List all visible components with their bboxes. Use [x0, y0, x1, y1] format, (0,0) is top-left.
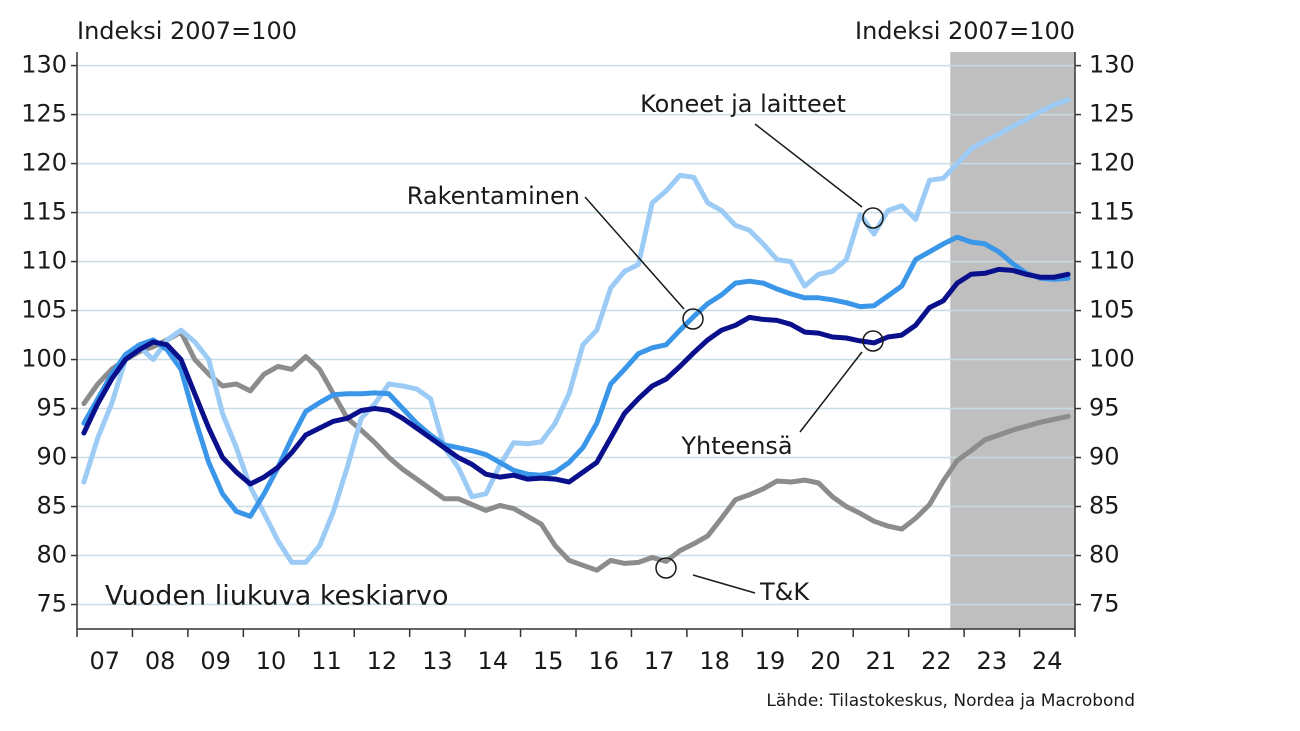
source: Lähde: Tilastokeskus, Nordea ja Macrobon… — [766, 691, 1135, 711]
y-tick-label: 125 — [21, 100, 67, 128]
x-tick-label: 12 — [367, 647, 398, 675]
x-tick-label: 24 — [1032, 647, 1063, 675]
series-label: Rakentaminen — [407, 182, 580, 210]
y2-tick-label: 80 — [1089, 541, 1120, 569]
highlight-circle — [682, 308, 704, 330]
y-tick-label: 85 — [36, 492, 67, 520]
y-tick-label: 75 — [36, 590, 67, 618]
x-tick-label: 16 — [588, 647, 619, 675]
x-tick-label: 15 — [533, 647, 564, 675]
y2-tick-label: 100 — [1089, 345, 1135, 373]
x-tick-label: 11 — [311, 647, 342, 675]
y-axis-label: Indeksi 2007=100 — [77, 17, 297, 45]
series-line — [81, 266, 1071, 487]
series-line — [81, 97, 1071, 565]
highlight-circle — [862, 330, 884, 352]
series-line — [81, 234, 1071, 519]
x-tick-label: 22 — [921, 647, 952, 675]
leader-line — [799, 351, 863, 433]
leader-line — [754, 123, 863, 208]
series-line — [81, 329, 1071, 573]
y2-tick-label: 105 — [1089, 296, 1135, 324]
x-tick-label: 10 — [256, 647, 287, 675]
y-tick-label: 110 — [21, 247, 67, 275]
y2-tick-label: 75 — [1089, 590, 1120, 618]
x-tick-label: 21 — [866, 647, 897, 675]
y2-tick-label: 125 — [1089, 100, 1135, 128]
y2-tick-label: 130 — [1089, 51, 1135, 79]
note: Vuoden liukuva keskiarvo — [105, 581, 449, 612]
x-tick-label: 08 — [145, 647, 176, 675]
x-tick-label: 14 — [478, 647, 509, 675]
series-label: Yhteensä — [680, 432, 792, 460]
plot-layer — [71, 52, 1081, 637]
y2-tick-label: 90 — [1089, 443, 1120, 471]
series-label: Koneet ja laitteet — [640, 90, 846, 118]
y2-tick-label: 95 — [1089, 394, 1120, 422]
x-tick-label: 18 — [699, 647, 730, 675]
leader-line — [692, 574, 756, 594]
x-tick-label: 09 — [200, 647, 231, 675]
y-tick-label: 90 — [36, 443, 67, 471]
y-tick-label: 100 — [21, 345, 67, 373]
y2-tick-label: 120 — [1089, 149, 1135, 177]
y-tick-label: 130 — [21, 51, 67, 79]
y-tick-label: 115 — [21, 198, 67, 226]
x-tick-label: 17 — [644, 647, 675, 675]
x-tick-label: 23 — [977, 647, 1008, 675]
highlight-circle — [655, 557, 677, 579]
x-tick-label: 07 — [89, 647, 120, 675]
x-tick-label: 20 — [810, 647, 841, 675]
x-tick-label: 19 — [755, 647, 786, 675]
leader-line — [584, 196, 685, 310]
highlight-circle — [862, 207, 884, 229]
y-tick-label: 105 — [21, 296, 67, 324]
y-tick-label: 120 — [21, 149, 67, 177]
shaded-region — [950, 52, 1075, 629]
y2-tick-label: 85 — [1089, 492, 1120, 520]
y2-tick-label: 110 — [1089, 247, 1135, 275]
x-tick-label: 13 — [422, 647, 453, 675]
y2-axis-label: Indeksi 2007=100 — [855, 17, 1075, 45]
y2-tick-label: 115 — [1089, 198, 1135, 226]
y-tick-label: 80 — [36, 541, 67, 569]
y-tick-label: 95 — [36, 394, 67, 422]
series-label: T&K — [759, 578, 810, 606]
